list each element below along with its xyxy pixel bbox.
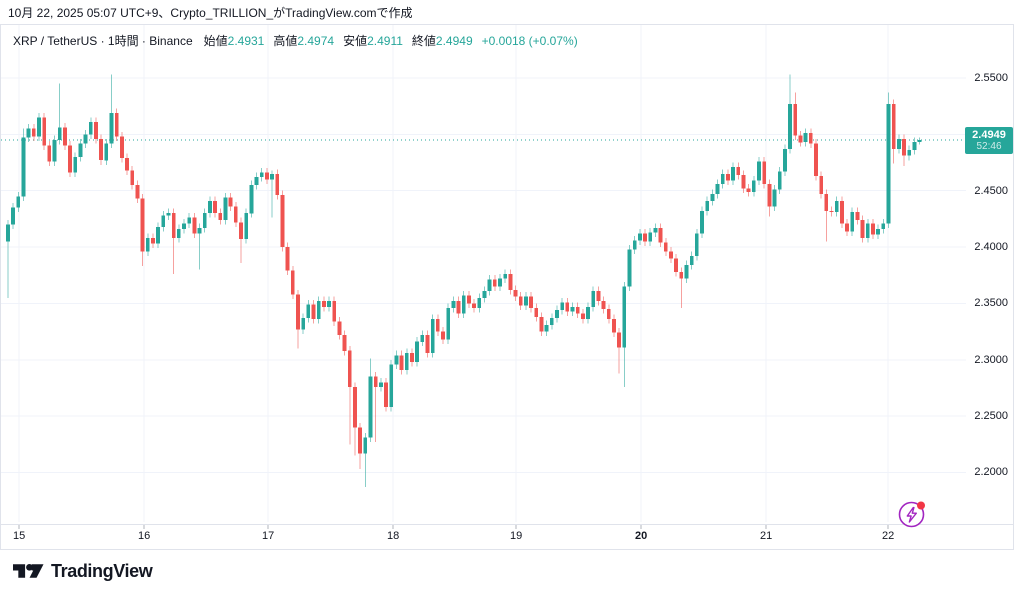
time-tick-label: 22 [881,530,895,542]
time-tick-label: 16 [137,530,151,542]
lightning-icon [898,501,925,528]
time-tick-label: 17 [261,530,275,542]
price-tick-label: 2.2000 [974,466,1008,479]
tradingview-logo-icon [13,564,44,578]
chart-widget: XRP / TetherUS · 1時間 · Binance 始値2.4931 … [0,24,1014,550]
symbol-legend: XRP / TetherUS · 1時間 · Binance 始値2.4931 … [13,32,578,49]
legend-close: 終値2.4949 [411,34,473,48]
legend-open: 始値2.4931 [203,34,265,48]
price-tick-label: 2.5500 [974,71,1008,84]
time-tick-label: 20 [634,530,648,542]
last-price-label: 2.4949 52:46 [965,127,1013,155]
tradingview-logo[interactable]: TradingView [13,559,153,583]
time-tick-label: 18 [386,530,400,542]
price-tick-label: 2.3000 [974,353,1008,366]
price-tick-label: 2.4000 [974,241,1008,254]
time-tick-label: 19 [509,530,523,542]
price-tick-label: 2.4500 [974,184,1008,197]
price-tick-label: 2.3500 [974,297,1008,310]
alert-dot [917,501,925,510]
bar-countdown: 52:46 [976,141,1002,153]
time-tick-label: 21 [759,530,773,542]
legend-change: +0.0018 (+0.07%) [481,34,578,48]
time-axis[interactable]: 15 16 17 18 19 20 21 22 [1,524,1013,548]
time-tick-label: 15 [12,530,26,542]
attribution-text: 10月 22, 2025 05:07 UTC+9、Crypto_TRILLION… [8,6,413,20]
legend-high: 高値2.4974 [273,34,335,48]
legend-low: 安値2.4911 [343,34,403,48]
symbol-title[interactable]: XRP / TetherUS · 1時間 · Binance [13,34,193,48]
price-tick-label: 2.2500 [974,410,1008,423]
lightning-button[interactable] [897,499,928,530]
candlestick-plot[interactable] [1,25,1013,548]
tradingview-logo-text: TradingView [51,560,153,581]
price-axis[interactable]: 2.55002.50002.45002.40002.35002.30002.25… [936,25,1012,524]
last-price-value: 2.4949 [972,129,1006,142]
